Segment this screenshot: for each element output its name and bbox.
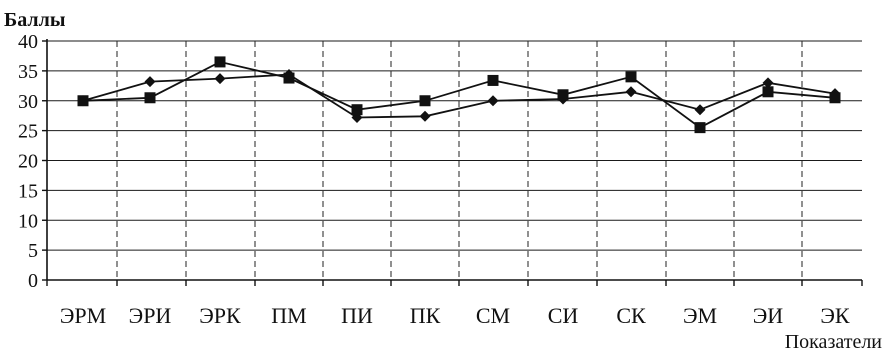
square-point bbox=[214, 56, 226, 68]
square-point bbox=[77, 95, 89, 107]
square-point bbox=[829, 92, 841, 104]
y-axis-title: Баллы bbox=[4, 9, 66, 31]
diamond-point bbox=[694, 104, 706, 116]
x-tick-label: ПИ bbox=[341, 303, 373, 328]
square-point bbox=[419, 95, 431, 107]
series-line bbox=[82, 60, 836, 129]
x-tick-label: ЭИ bbox=[753, 303, 784, 328]
y-tick-label: 40 bbox=[18, 31, 38, 53]
series-2 bbox=[77, 56, 841, 134]
y-tick-label: 20 bbox=[18, 151, 38, 173]
x-tick-label: ЭРМ bbox=[60, 303, 106, 328]
square-point bbox=[351, 104, 363, 116]
square-point bbox=[487, 74, 499, 86]
y-tick-label: 5 bbox=[28, 240, 38, 262]
diamond-point bbox=[214, 73, 226, 85]
square-point bbox=[557, 89, 569, 101]
y-tick-label: 30 bbox=[18, 91, 38, 113]
y-tick-label: 15 bbox=[18, 180, 38, 202]
square-point bbox=[694, 122, 706, 134]
x-axis-title: Показатели bbox=[785, 331, 883, 352]
diamond-point bbox=[625, 86, 637, 98]
y-tick-label: 25 bbox=[18, 121, 38, 143]
x-tick-label: ЭК bbox=[820, 303, 850, 328]
x-tick-label: СМ bbox=[476, 303, 510, 328]
diamond-point bbox=[487, 95, 499, 107]
x-tick-label: ПК bbox=[410, 303, 441, 328]
x-tick-label: ЭРК bbox=[199, 303, 241, 328]
gridlines bbox=[47, 40, 862, 280]
axes bbox=[46, 39, 862, 281]
x-tick-label: ЭМ bbox=[683, 303, 717, 328]
series-line bbox=[82, 73, 836, 119]
x-tick-label: ЭРИ bbox=[129, 303, 172, 328]
diamond-point bbox=[419, 110, 431, 122]
diamond-point bbox=[144, 76, 156, 88]
square-point bbox=[625, 71, 637, 83]
y-tick-label: 0 bbox=[28, 270, 38, 292]
y-tick-label: 10 bbox=[18, 210, 38, 232]
series bbox=[77, 56, 841, 134]
y-tick-label: 35 bbox=[18, 61, 38, 83]
square-point bbox=[283, 72, 295, 84]
x-tick-label: ПМ bbox=[271, 303, 306, 328]
diamond-point bbox=[762, 77, 774, 89]
square-point bbox=[144, 92, 156, 104]
x-tick-label: СИ bbox=[548, 303, 579, 328]
x-tick-label: СК bbox=[616, 303, 646, 328]
tick-labels: 0 5 10 15 20 25 30 35 40 ЭРМ ЭРИ ЭРК ПМ ПИ ПК СМ СИ СК ЭМ Э… bbox=[18, 31, 863, 328]
square-point bbox=[762, 86, 774, 98]
